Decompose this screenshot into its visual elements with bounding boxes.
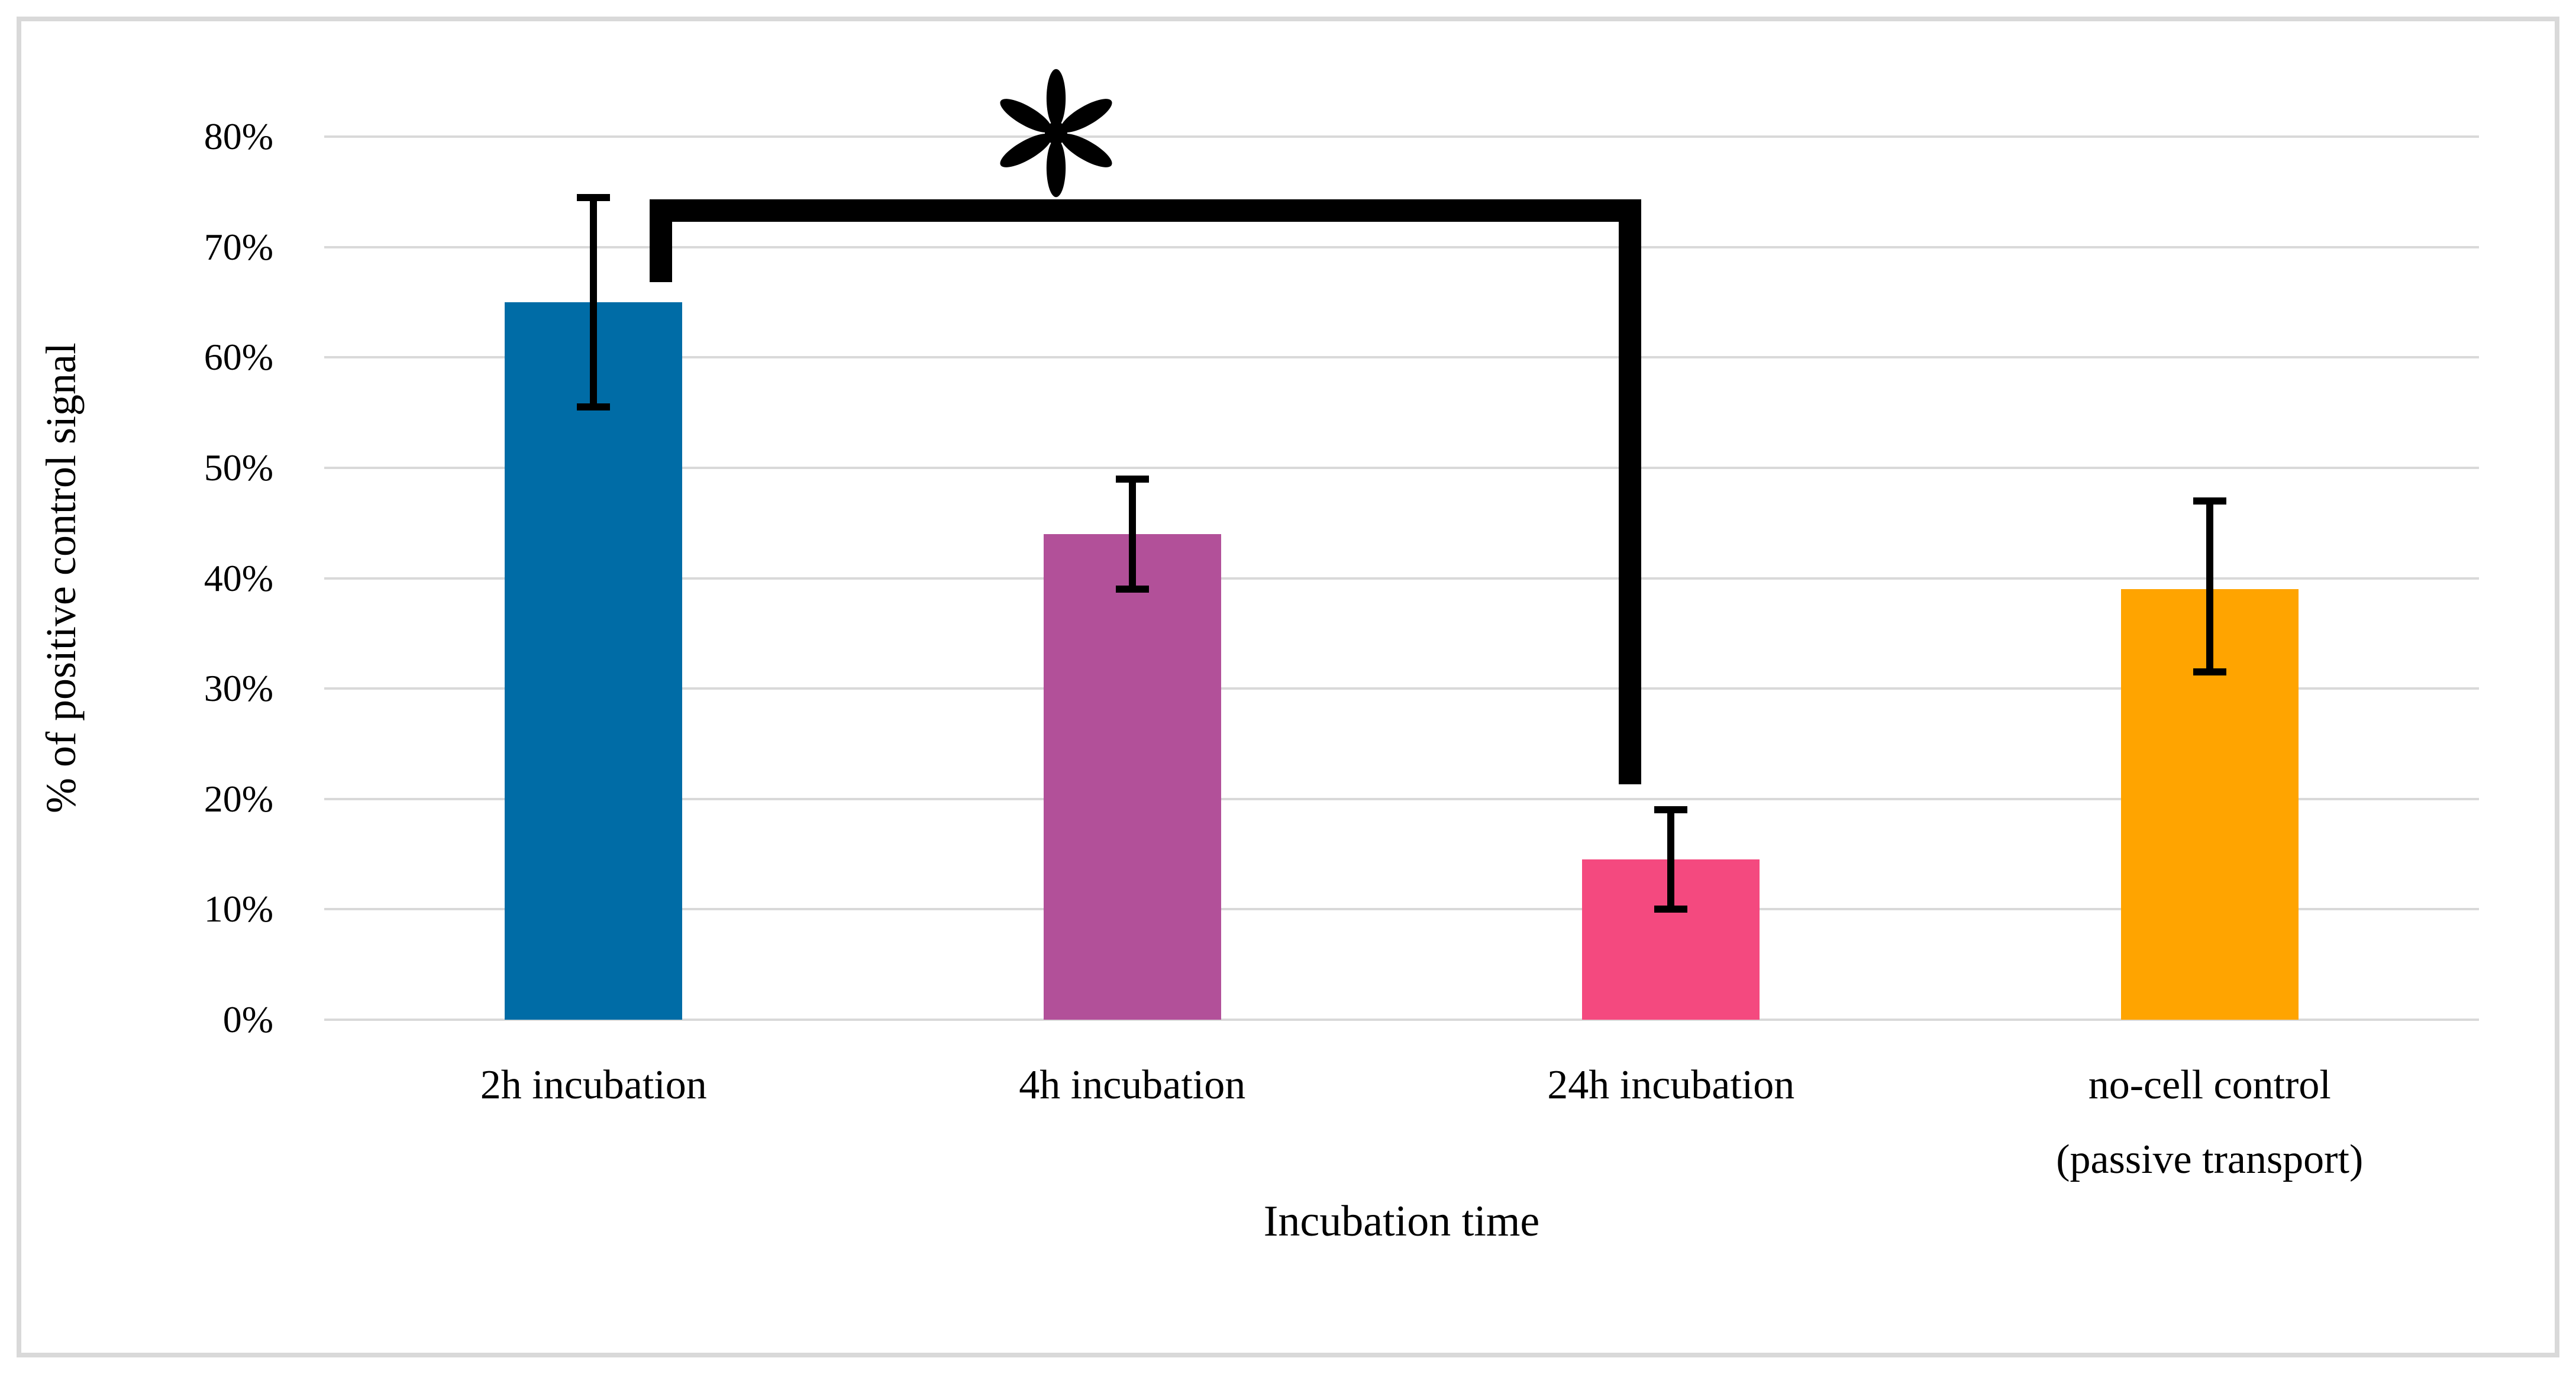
bar-slot-4 <box>1941 137 2480 1020</box>
x-tick-label-line: (passive transport) <box>2056 1137 2364 1182</box>
bar-slot-2 <box>863 137 1402 1020</box>
x-tick-label-line: 24h incubation <box>1547 1062 1795 1108</box>
bar-slot-1 <box>324 137 863 1020</box>
gridline-10% <box>324 908 2479 911</box>
y-tick-label-30%: 30% <box>204 667 273 710</box>
bar-4h-incubation <box>1043 534 1221 1020</box>
plot-area <box>324 69 2480 1021</box>
y-tick-label-60%: 60% <box>204 336 273 379</box>
bar-2h-incubation <box>505 302 683 1020</box>
y-tick-label-40%: 40% <box>204 557 273 599</box>
x-tick-label-1: 2h incubation <box>324 1048 863 1123</box>
error-bar-line <box>1128 479 1136 590</box>
error-bar-cap-bottom <box>1115 586 1149 593</box>
bracket-left-stub <box>650 199 673 283</box>
y-tick-label-0%: 0% <box>222 998 273 1040</box>
x-tick-label-2: 4h incubation <box>863 1048 1402 1123</box>
gridline-20% <box>324 797 2479 800</box>
gridline-0% <box>324 1019 2479 1021</box>
gridline-50% <box>324 466 2479 469</box>
y-tick-label-80%: 80% <box>204 115 273 157</box>
error-bar-cap-top <box>1654 806 1688 814</box>
gridline-60% <box>324 356 2479 359</box>
error-bar-line <box>590 197 598 408</box>
significance-asterisk-icon <box>1000 69 1112 198</box>
error-bar-line <box>2206 500 2213 673</box>
error-bar-cap-bottom <box>1654 906 1688 913</box>
bracket-horizontal-bar <box>650 199 1642 222</box>
gridline-30% <box>324 687 2479 690</box>
gridline-80% <box>324 135 2479 138</box>
bar-slot-3 <box>1402 137 1941 1020</box>
error-bar-cap-top <box>577 193 611 201</box>
gridline-40% <box>324 577 2479 580</box>
error-bar-cap-bottom <box>577 403 611 411</box>
y-tick-label-20%: 20% <box>204 777 273 820</box>
bracket-right-drop <box>1619 199 1642 785</box>
y-tick-label-70%: 70% <box>204 225 273 268</box>
x-axis-title: Incubation time <box>1263 1197 1540 1246</box>
x-tick-label-line: 4h incubation <box>1019 1062 1246 1108</box>
y-tick-label-10%: 10% <box>204 888 273 930</box>
error-bar-cap-top <box>2193 497 2226 505</box>
error-bar-cap-bottom <box>2193 668 2226 676</box>
y-tick-label-50%: 50% <box>204 446 273 489</box>
x-tick-label-4: no-cell control (passive transport) <box>1941 1048 2480 1197</box>
x-tick-label-3: 24h incubation <box>1402 1048 1941 1123</box>
error-bar-line <box>1667 810 1675 910</box>
x-tick-label-line: 2h incubation <box>480 1062 707 1108</box>
gridline-70% <box>324 245 2479 248</box>
error-bar-cap-top <box>1115 475 1149 483</box>
x-tick-label-line: no-cell control <box>2088 1062 2331 1108</box>
